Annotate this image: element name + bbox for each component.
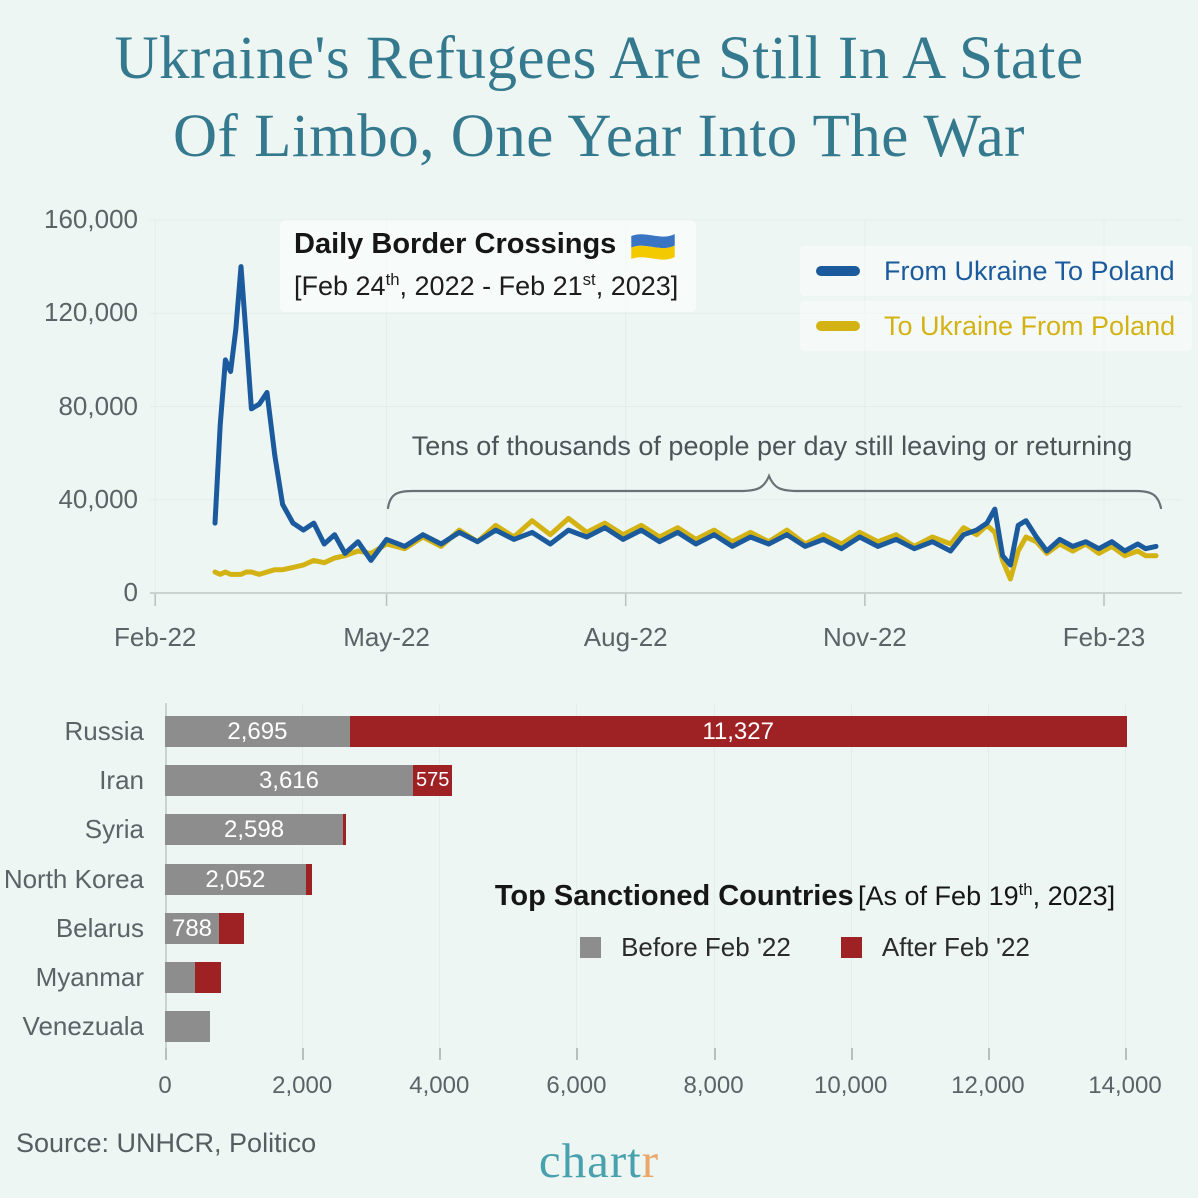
x-tick-label: Nov-22 [822, 622, 907, 652]
bar-chart-title-line: Top Sanctioned Countries [As of Feb 19th… [460, 880, 1150, 913]
x-tick-label: Feb-22 [113, 622, 197, 652]
bar-segment-before: 788 [165, 913, 220, 944]
legend-label-before: Before Feb '22 [621, 932, 791, 962]
source-credit: Source: UNHCR, Politico [16, 1128, 317, 1158]
page-title: Ukraine's Refugees Are Still In A State … [0, 20, 1198, 176]
legend-item-from-ukraine: From Ukraine To Poland [800, 246, 1192, 296]
x-tick-label: 14,000 [1088, 1072, 1162, 1099]
gridline-vertical [713, 703, 715, 1060]
bar-value-label: 575 [415, 769, 450, 791]
bar-value-label: 11,327 [702, 717, 774, 745]
x-tick-label: Aug-22 [583, 622, 668, 652]
bar-segment-after [305, 864, 312, 895]
ukraine-flag-icon [631, 233, 676, 260]
line-chart-title: Daily Border Crossings [294, 228, 617, 260]
legend-item-to-ukraine: To Ukraine From Poland [800, 301, 1192, 351]
y-tick-label: 80,000 [58, 390, 138, 421]
bar-value-label: 2,695 [227, 717, 288, 745]
bar-chart-legend: Before Feb '22 After Feb '22 [460, 932, 1150, 963]
chartr-logo-part1: chart [538, 1133, 642, 1188]
category-label: Myanmar [35, 962, 144, 992]
bar-segment-before: 2,695 [165, 716, 350, 747]
annotation-brace [386, 473, 1163, 510]
legend-item-before-feb22: Before Feb '22 [580, 932, 791, 963]
y-tick-label: 0 [123, 577, 138, 607]
y-tick-label: 40,000 [58, 483, 138, 514]
page-title-line2: Of Limbo, One Year Into The War [172, 103, 1026, 171]
line-chart-title-card: Daily Border Crossings [Feb 24th, 2022 -… [280, 220, 697, 312]
y-tick-label: 160,000 [44, 204, 138, 234]
bar-segment-before: 3,616 [165, 765, 413, 796]
category-label: Venezuala [22, 1011, 144, 1041]
page-title-line1: Ukraine's Refugees Are Still In A State [114, 25, 1084, 92]
axis-tick [987, 1048, 990, 1060]
axis-tick [302, 1048, 305, 1060]
legend-label-to-ukraine: To Ukraine From Poland [884, 310, 1176, 341]
gridline-vertical [576, 703, 578, 1060]
bar-value-label: 3,616 [258, 766, 319, 794]
bar-chart-title: Top Sanctioned Countries [494, 880, 854, 912]
category-label: Iran [99, 765, 144, 795]
bar-segment-after [343, 814, 347, 845]
bar-value-label: 2,052 [205, 865, 266, 893]
legend-label-from-ukraine: From Ukraine To Poland [884, 255, 1175, 286]
gridline-vertical [1125, 703, 1126, 1060]
bar-value-label: 2,598 [224, 815, 285, 843]
category-label: Russia [64, 716, 144, 746]
series-line-to-ukraine [212, 515, 1159, 582]
x-tick-label: 4,000 [409, 1072, 470, 1099]
bar-chart-subtitle: [As of Feb 19th, 2023] [858, 880, 1116, 911]
gray-square-swatch [580, 937, 602, 958]
gridline-vertical [850, 703, 852, 1060]
chartr-logo-part2: r [641, 1133, 660, 1188]
bar-segment-after [195, 962, 221, 993]
x-tick-label: 10,000 [814, 1072, 888, 1099]
bar-chart-header: Top Sanctioned Countries [As of Feb 19th… [460, 880, 1150, 963]
x-tick-label: 6,000 [546, 1072, 607, 1099]
x-tick-label: May-22 [343, 622, 430, 652]
category-label: Syria [84, 814, 144, 844]
x-tick-label: Feb-23 [1062, 622, 1146, 652]
axis-tick [850, 1048, 853, 1060]
x-tick-label: 0 [158, 1072, 172, 1099]
series-line-from-ukraine [212, 264, 1159, 568]
bar-segment-before: 2,598 [165, 814, 344, 845]
x-tick-label: 8,000 [683, 1072, 744, 1099]
legend-label-after: After Feb '22 [881, 932, 1030, 962]
line-chart-annotation: Tens of thousands of people per day stil… [411, 431, 1133, 461]
bar-segment-after [219, 913, 244, 944]
x-tick-label: 2,000 [272, 1072, 333, 1099]
axis-tick [1125, 1048, 1127, 1060]
bar-segment-before: 2,052 [165, 864, 306, 895]
axis-tick [439, 1048, 442, 1060]
bar-segment-before [165, 962, 196, 993]
bar-segment-after: 575 [412, 765, 453, 796]
gridline-vertical [987, 703, 989, 1060]
category-label: Belarus [55, 913, 144, 943]
bar-segment-before [165, 1011, 210, 1042]
bar-value-label: 788 [171, 914, 213, 942]
category-label: North Korea [3, 864, 144, 894]
blue-line-swatch [816, 266, 860, 276]
red-square-swatch [840, 937, 862, 958]
gridline-vertical [439, 703, 441, 1060]
line-chart-subtitle: [Feb 24th, 2022 - Feb 21st, 2023] [294, 270, 679, 301]
yellow-line-swatch [816, 321, 860, 331]
y-tick-label: 120,000 [44, 297, 138, 328]
axis-tick [576, 1048, 579, 1060]
chartr-logo: chartr [0, 1132, 1198, 1189]
bar-segment-after: 11,327 [349, 716, 1127, 747]
axis-tick [165, 1048, 167, 1060]
x-tick-label: 12,000 [951, 1072, 1025, 1099]
axis-tick [713, 1048, 716, 1060]
legend-item-after-feb22: After Feb '22 [840, 932, 1030, 963]
